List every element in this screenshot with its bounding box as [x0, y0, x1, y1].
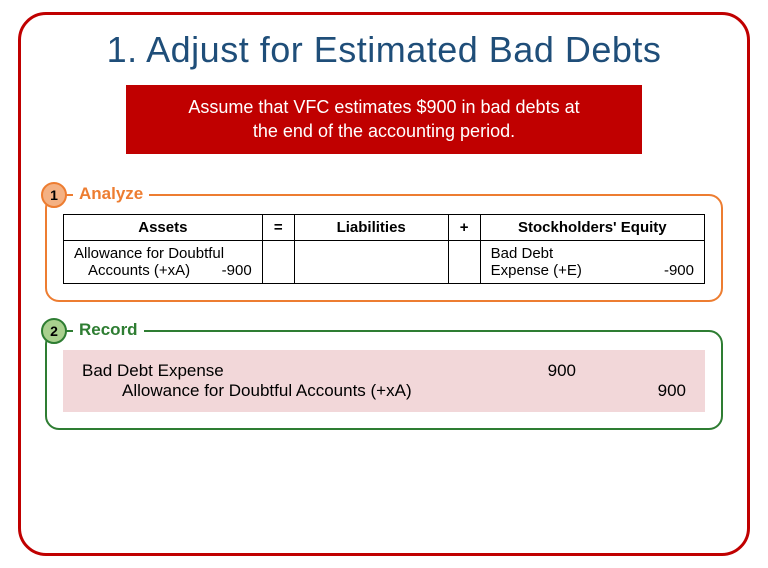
- cell-equals: [262, 240, 294, 283]
- col-header-equity: Stockholders' Equity: [480, 214, 704, 240]
- debit-amount: 900: [526, 361, 616, 381]
- credit-amount: 900: [616, 381, 686, 401]
- slide-title: 1. Adjust for Estimated Bad Debts: [45, 29, 723, 71]
- equity-line1: Bad Debt: [491, 245, 694, 262]
- journal-credit-row: Allowance for Doubtful Accounts (+xA) 90…: [82, 381, 686, 401]
- table-row: Allowance for Doubtful Accounts (+xA) -9…: [64, 240, 705, 283]
- col-header-liabilities: Liabilities: [294, 214, 448, 240]
- analyze-section: 1 Analyze Assets = Liabilities + Stockho…: [45, 194, 723, 302]
- record-section: 2 Record Bad Debt Expense 900 Allowance …: [45, 330, 723, 430]
- accounting-equation-table: Assets = Liabilities + Stockholders' Equ…: [63, 214, 705, 284]
- analyze-badge: 1: [41, 182, 67, 208]
- journal-entry: Bad Debt Expense 900 Allowance for Doubt…: [63, 350, 705, 412]
- cell-equity: Bad Debt Expense (+E) -900: [480, 240, 704, 283]
- journal-debit-row: Bad Debt Expense 900: [82, 361, 686, 381]
- record-badge: 2: [41, 318, 67, 344]
- banner-line-1: Assume that VFC estimates $900 in bad de…: [188, 97, 579, 117]
- debit-account: Bad Debt Expense: [82, 361, 526, 381]
- cell-assets: Allowance for Doubtful Accounts (+xA) -9…: [64, 240, 263, 283]
- assumption-banner: Assume that VFC estimates $900 in bad de…: [126, 85, 641, 154]
- record-label: Record: [73, 320, 144, 340]
- debit-spacer: [616, 361, 686, 381]
- table-header-row: Assets = Liabilities + Stockholders' Equ…: [64, 214, 705, 240]
- slide-frame: 1. Adjust for Estimated Bad Debts Assume…: [18, 12, 750, 556]
- banner-line-2: the end of the accounting period.: [253, 121, 515, 141]
- analyze-label: Analyze: [73, 184, 149, 204]
- credit-spacer: [526, 381, 616, 401]
- cell-liabilities: [294, 240, 448, 283]
- col-header-assets: Assets: [64, 214, 263, 240]
- equity-line2-label: Expense (+E): [491, 262, 582, 279]
- credit-account: Allowance for Doubtful Accounts (+xA): [82, 381, 526, 401]
- assets-line2-value: -900: [222, 262, 252, 279]
- col-header-equals: =: [262, 214, 294, 240]
- equity-line2-value: -900: [664, 262, 694, 279]
- cell-plus: [448, 240, 480, 283]
- assets-line2-label: Accounts (+xA): [88, 262, 190, 279]
- assets-line1: Allowance for Doubtful: [74, 245, 252, 262]
- col-header-plus: +: [448, 214, 480, 240]
